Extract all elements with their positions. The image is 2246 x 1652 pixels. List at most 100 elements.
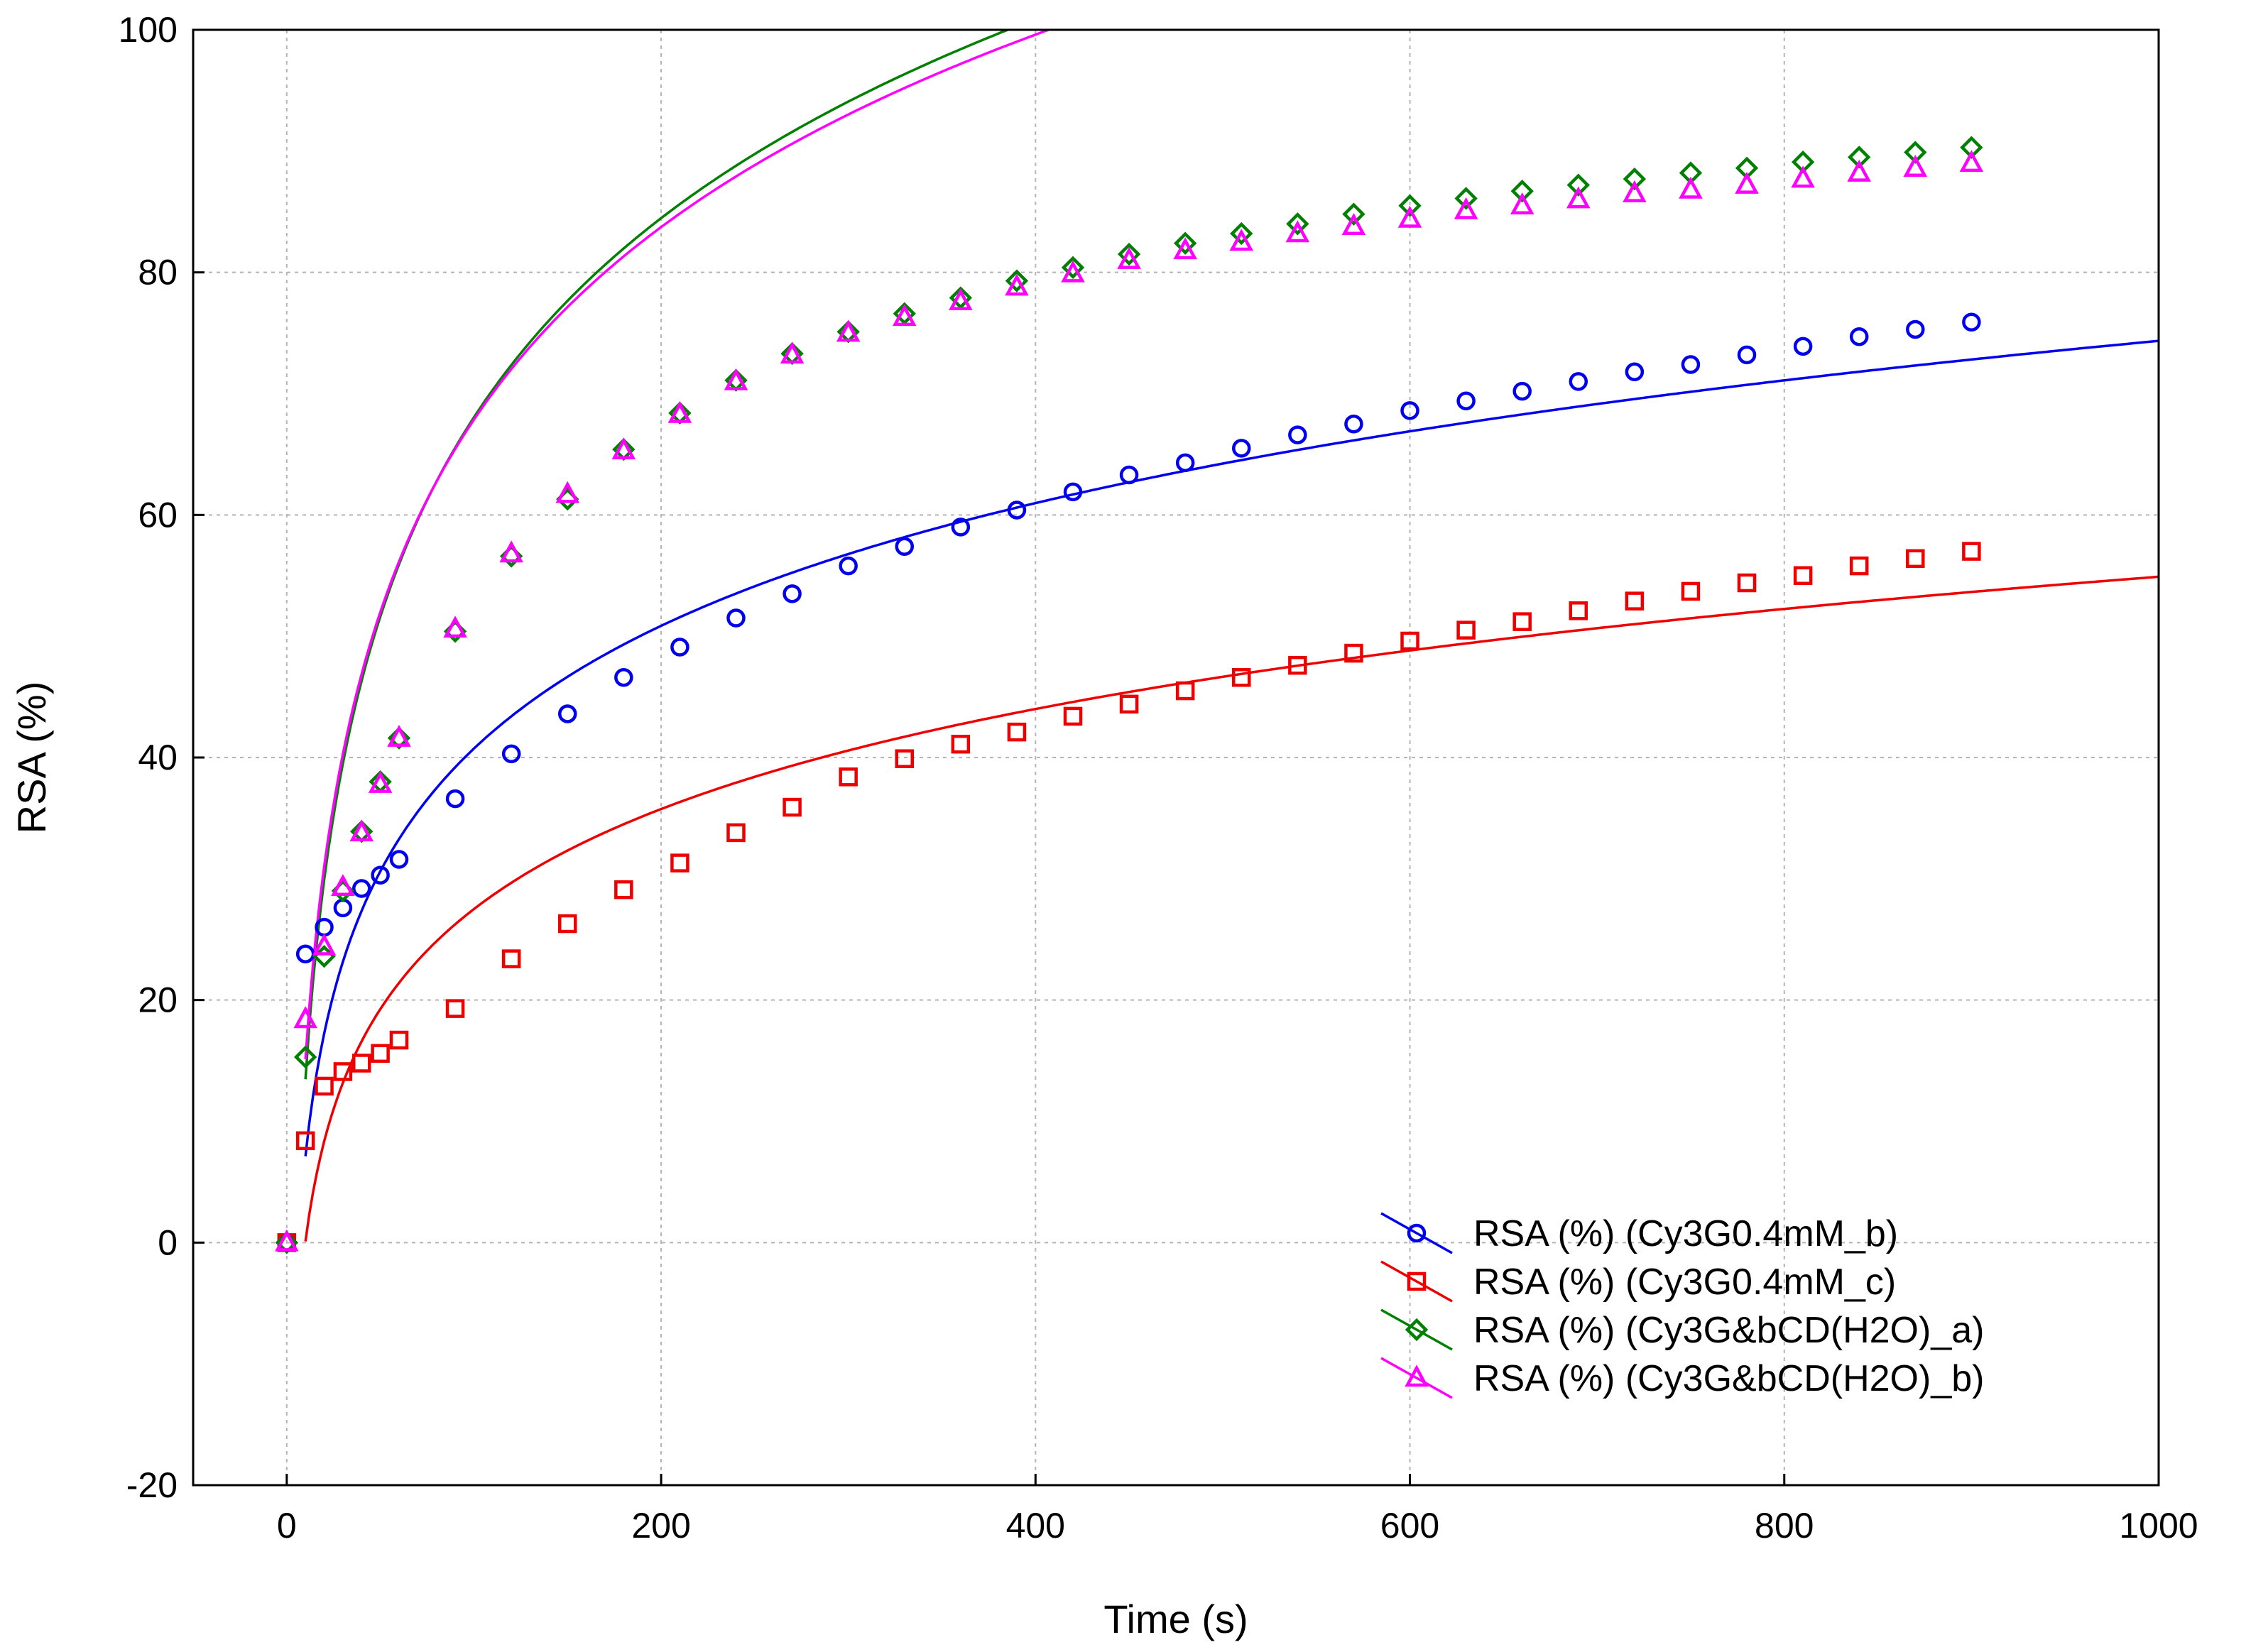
data-point (1848, 146, 1871, 169)
data-point (501, 744, 521, 764)
data-point (1405, 1318, 1429, 1342)
data-point (614, 880, 633, 899)
data-point (951, 734, 971, 754)
data-point (1232, 439, 1251, 458)
data-point (951, 518, 971, 537)
fit-curve (304, 30, 1052, 1060)
data-point (1904, 141, 1927, 164)
data-point (1906, 549, 1925, 569)
data-point (501, 949, 521, 968)
data-point (1793, 566, 1813, 585)
x-axis-title: Time (s) (1103, 1597, 1248, 1641)
data-point (1566, 186, 1591, 209)
data-point (780, 341, 805, 364)
x-tick-label: 400 (1006, 1506, 1065, 1546)
data-point (1342, 202, 1365, 226)
data-point (1173, 237, 1197, 260)
data-point (1679, 176, 1703, 199)
legend-label: RSA (%) (Cy3G&bCD(H2O)_b) (1473, 1358, 1984, 1399)
data-point (389, 1030, 409, 1050)
data-point (445, 789, 465, 809)
data-point (1625, 362, 1645, 381)
data-point (1398, 194, 1422, 217)
data-point (1681, 355, 1701, 374)
data-point (1681, 581, 1701, 601)
data-point (1288, 425, 1307, 444)
data-point (1903, 155, 1928, 177)
data-point (670, 853, 689, 873)
data-point (724, 368, 748, 390)
data-point (1510, 192, 1534, 214)
data-point (1286, 212, 1309, 236)
data-point (1625, 591, 1645, 611)
data-point (670, 638, 689, 657)
data-point (1175, 681, 1195, 701)
data-point (1512, 381, 1532, 401)
y-tick-label: -20 (126, 1465, 178, 1505)
data-point (726, 823, 746, 843)
data-point (1119, 694, 1139, 714)
data-point (387, 724, 411, 747)
legend-line (1380, 1357, 1453, 1399)
axis-ticks: 0 200 400 600 800 1000 -20 0 20 40 60 80 100 (119, 10, 2198, 1546)
data-point (1569, 601, 1588, 620)
data-point (1005, 269, 1029, 292)
data-point (892, 304, 917, 327)
data-point (1569, 372, 1588, 391)
data-point (783, 797, 802, 817)
data-point (275, 1229, 299, 1252)
data-point (1566, 173, 1590, 197)
data-point (499, 540, 523, 563)
fit-curve (304, 339, 2159, 1156)
data-point (1063, 482, 1083, 502)
data-point (349, 819, 374, 842)
data-point (1793, 337, 1813, 356)
data-point (1407, 1271, 1427, 1291)
data-point (315, 1076, 334, 1096)
data-point (1007, 722, 1027, 742)
data-point (1173, 231, 1197, 255)
data-point (1906, 319, 1925, 339)
data-point (371, 865, 390, 885)
legend-label: RSA (%) (Cy3G0.4mM_b) (1473, 1213, 1898, 1254)
data-point (1512, 612, 1532, 631)
data-point (389, 850, 409, 869)
data-point (836, 319, 861, 342)
legend-line (1380, 1212, 1453, 1254)
data-point (614, 668, 633, 687)
y-axis-title: RSA (%) (9, 682, 54, 834)
data-point (443, 616, 467, 638)
data-point (1285, 220, 1310, 243)
data-point (1117, 246, 1141, 269)
data-point (1232, 668, 1251, 687)
data-point (949, 288, 973, 310)
data-point (1288, 655, 1307, 675)
data-point (1791, 165, 1815, 188)
data-point (368, 770, 393, 793)
legend-label: RSA (%) (Cy3G&bCD(H2O)_a) (1473, 1310, 1984, 1351)
data-point (1456, 391, 1476, 410)
data-point (1061, 256, 1085, 280)
data-point (445, 999, 465, 1018)
data-point (275, 1231, 298, 1254)
data-point (1341, 213, 1366, 235)
data-point (293, 1006, 317, 1029)
x-tick-label: 0 (277, 1506, 297, 1546)
data-markers (275, 136, 1984, 1254)
y-tick-label: 60 (138, 495, 178, 535)
data-point (1962, 542, 1981, 561)
data-point (783, 584, 802, 603)
legend: RSA (%) (Cy3G0.4mM_b) RSA (%) (Cy3G0.4mM_… (1380, 1212, 1984, 1399)
data-point (1737, 345, 1757, 365)
data-point (1229, 229, 1254, 251)
data-point (1117, 242, 1141, 266)
data-point (1007, 500, 1027, 520)
legend-line (1380, 1308, 1453, 1351)
data-point (839, 556, 858, 576)
data-point (1400, 401, 1419, 420)
data-point (352, 1054, 371, 1073)
y-tick-label: 40 (138, 738, 178, 777)
data-point (667, 400, 692, 423)
data-point (1847, 159, 1871, 182)
data-point (1454, 197, 1478, 219)
